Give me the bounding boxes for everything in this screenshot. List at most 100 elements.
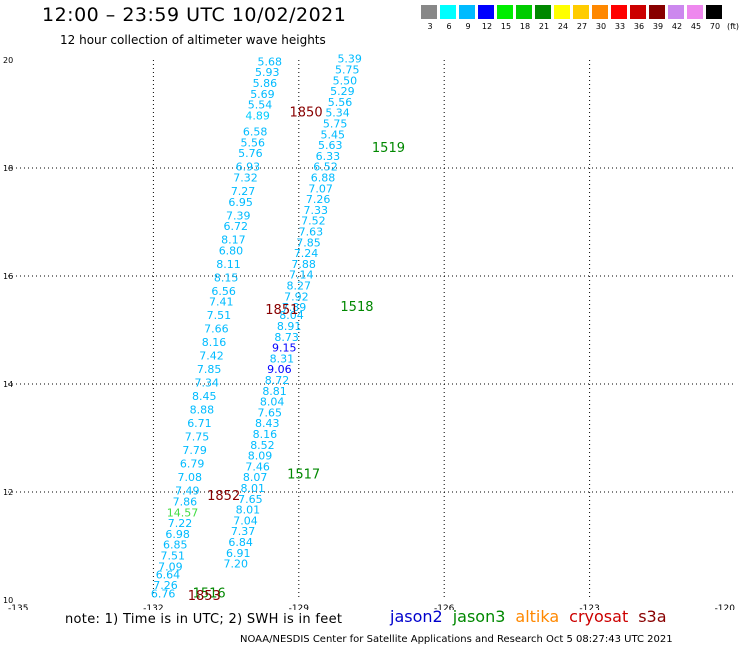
wave-height-value: 6.76 (151, 587, 176, 600)
color-scale-label: 39 (652, 22, 664, 31)
wave-height-value: 9.15 (272, 342, 297, 355)
color-scale-label: 6 (446, 22, 452, 31)
wave-height-value: 7.27 (231, 185, 256, 198)
wave-height-value: 7.08 (178, 471, 203, 484)
wave-height-value: 6.33 (316, 150, 341, 163)
wave-height-value: 6.88 (311, 172, 336, 185)
wave-height-value: 5.39 (337, 53, 362, 66)
wave-height-value: 6.84 (228, 536, 253, 549)
wave-height-value: 7.75 (185, 431, 210, 444)
wave-height-value: 5.69 (250, 88, 275, 101)
chart-title: 12:00 – 23:59 UTC 10/02/2021 (42, 4, 347, 26)
wave-height-value: 7.39 (226, 209, 251, 222)
pass-time-label: 1518 (340, 300, 373, 315)
legend-item-s3a: s3a (638, 607, 667, 626)
wave-height-value: 5.45 (320, 128, 345, 141)
color-scale-label: 3 (427, 22, 433, 31)
wave-height-value: 8.16 (202, 336, 227, 349)
wave-height-value: 8.01 (241, 482, 266, 495)
wave-height-value: 7.24 (294, 247, 319, 260)
satellite-legend: jason2 jason3 altika cryosat s3a (390, 607, 677, 626)
pass-time-label: 1519 (372, 141, 405, 156)
wave-height-value: 5.29 (330, 85, 355, 98)
color-scale-label: 21 (538, 22, 550, 31)
credit-footer: NOAA/NESDIS Center for Satellite Applica… (240, 634, 673, 645)
wave-height-value: 8.91 (277, 320, 302, 333)
color-scale-label: 27 (576, 22, 588, 31)
color-swatch (630, 5, 646, 19)
wave-height-value: 7.51 (207, 309, 232, 322)
color-swatch (516, 5, 532, 19)
wave-height-value: 6.56 (211, 285, 236, 298)
wave-height-value: 9.06 (267, 363, 292, 376)
wave-height-value: 5.34 (325, 107, 350, 120)
wave-height-value: 7.65 (238, 493, 263, 506)
wave-height-value: 6.71 (187, 417, 212, 430)
color-swatch (440, 5, 456, 19)
wave-height-value: 8.45 (192, 390, 217, 403)
wave-height-value: 8.27 (287, 280, 312, 293)
pass-time-label: 1851 (265, 303, 298, 318)
pass-time-label: 1517 (287, 468, 320, 483)
wave-height-value: 6.93 (236, 161, 261, 174)
wave-height-value: 6.64 (156, 568, 181, 581)
wave-height-value: 7.86 (173, 496, 198, 509)
wave-height-value: 8.88 (190, 404, 215, 417)
wave-height-value: 4.89 (245, 109, 270, 122)
wave-height-value: 7.37 (231, 525, 256, 538)
legend-item-jason3: jason3 (452, 607, 506, 626)
wave-height-value: 5.50 (333, 74, 358, 87)
pass-time-label: 1850 (290, 106, 323, 121)
y-tick-label: 14 (3, 380, 13, 389)
wave-height-value: 5.76 (238, 147, 263, 160)
wave-height-value: 5.63 (318, 139, 343, 152)
wave-height-value: 5.56 (241, 136, 266, 149)
wave-height-value: 7.66 (204, 323, 229, 336)
wave-height-value: 6.72 (224, 220, 249, 233)
wave-height-value: 7.88 (291, 258, 316, 271)
y-tick-label: 18 (3, 164, 13, 173)
wave-height-value: 7.34 (194, 377, 219, 390)
wave-height-value: 5.68 (257, 55, 282, 68)
wave-height-value: 7.51 (161, 550, 186, 563)
x-tick-label: -120 (715, 604, 736, 610)
legend-item-cryosat: cryosat (569, 607, 629, 626)
color-scale-label: 15 (500, 22, 512, 31)
color-swatch (497, 5, 513, 19)
wave-height-value: 8.15 (214, 271, 239, 284)
color-swatch (535, 5, 551, 19)
wave-height-value: 8.73 (274, 331, 299, 344)
wave-height-value: 7.42 (199, 350, 224, 363)
wave-height-value: 8.01 (236, 504, 261, 517)
wave-height-value: 7.92 (284, 290, 309, 303)
wave-height-value: 7.14 (289, 269, 314, 282)
color-scale-label: 36 (633, 22, 645, 31)
wave-height-value: 8.81 (262, 385, 287, 398)
y-tick-label: 16 (3, 272, 13, 281)
color-swatch (611, 5, 627, 19)
color-scale-label: 45 (690, 22, 702, 31)
color-swatch (478, 5, 494, 19)
wave-height-value: 7.07 (308, 182, 333, 195)
wave-height-value: 8.07 (243, 471, 268, 484)
wave-height-value: 7.41 (209, 296, 234, 309)
wave-height-value: 8.31 (270, 352, 295, 365)
wave-height-value: 8.04 (279, 309, 304, 322)
wave-height-value: 8.11 (216, 258, 241, 271)
wave-height-value: 6.58 (243, 126, 268, 139)
color-scale-label: 18 (519, 22, 531, 31)
map-plot: -135 -132 -129 -126 -123 -120 10 12 14 16 18 20 5.6… (3, 53, 735, 610)
wave-height-value: 7.33 (304, 204, 329, 217)
wave-height-value: 5.86 (253, 77, 278, 90)
wave-height-value: 7.49 (175, 485, 200, 498)
wave-height-value: 6.95 (228, 196, 253, 209)
wave-height-value: 6.91 (226, 547, 251, 560)
wave-height-value: 7.85 (197, 363, 222, 376)
x-tick-label: -135 (8, 604, 28, 610)
wave-height-value: 7.52 (301, 215, 326, 228)
wave-height-value: 7.46 (245, 460, 270, 473)
x-tick-label: -126 (434, 604, 455, 610)
axis-ticks: -135 -132 -129 -126 -123 -120 10 12 14 16 18 20 (3, 56, 735, 610)
wave-height-value: 8.16 (253, 428, 278, 441)
